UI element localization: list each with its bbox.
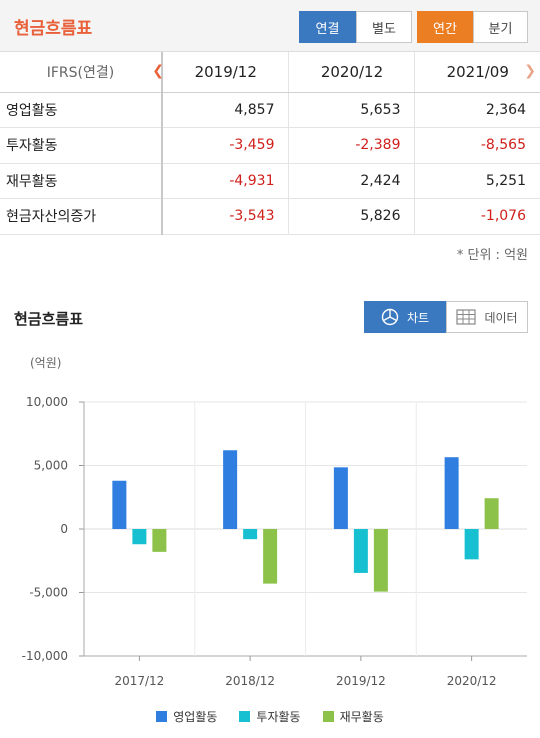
bar-investing	[464, 529, 479, 560]
table-cell: 2,364	[414, 92, 540, 128]
table-cell: -3,543	[162, 198, 290, 235]
row-label: 영업활동	[0, 92, 163, 128]
bar-operating	[444, 457, 459, 529]
table-col-header: 2019/12	[162, 52, 290, 93]
table-cell: -4,931	[162, 163, 290, 199]
table-col-header: 2020/12	[288, 52, 416, 93]
legend-item[interactable]: 영업활동	[156, 708, 217, 725]
table-row: 현금자산의증가 -3,543 5,826 -1,076	[0, 198, 540, 235]
table-cell: 2,424	[288, 163, 416, 199]
table-row: 영업활동 4,857 5,653 2,364	[0, 92, 540, 128]
bar-financing	[263, 529, 278, 584]
view-toggle: 차트 데이터	[364, 301, 528, 333]
period-toggle: 연간 분기	[417, 11, 528, 43]
legend-label: 영업활동	[173, 710, 218, 724]
x-tick-label: 2017/12	[114, 674, 164, 688]
row-label: 현금자산의증가	[0, 198, 163, 235]
table-cell: -3,459	[162, 127, 290, 164]
table-corner-label: IFRS(연결)	[46, 64, 115, 81]
y-tick-label: 10,000	[26, 395, 68, 409]
view-data-button[interactable]: 데이터	[446, 301, 528, 333]
bar-investing	[243, 529, 258, 540]
scope-consolidated-button[interactable]: 연결	[299, 11, 356, 43]
legend-item[interactable]: 투자활동	[239, 708, 301, 725]
cashflow-bar-chart: 10,000 5,000 0 -5,000 -10,000 2017/12 2018/12 2…	[22, 395, 527, 688]
chart-section-title: 현금흐름표	[14, 310, 84, 328]
legend-swatch	[322, 711, 334, 722]
period-annual-button[interactable]: 연간	[417, 11, 473, 43]
table-cell: -8,565	[414, 127, 540, 164]
y-tick-label: 0	[60, 522, 68, 536]
table-cell: 4,857	[162, 92, 290, 128]
table-col-header: 2021/09 ❯	[414, 52, 540, 93]
cashflow-table: IFRS(연결) ❮ 2019/12 2020/12 2021/09 ❯ 영업활…	[0, 52, 540, 235]
scope-separate-button[interactable]: 별도	[356, 11, 412, 43]
page-title: 현금흐름표	[14, 19, 93, 39]
legend-item[interactable]: 재무활동	[322, 708, 384, 725]
table-row: 투자활동 -3,459 -2,389 -8,565	[0, 127, 540, 164]
table-cell: 5,653	[288, 92, 416, 128]
row-label: 재무활동	[0, 163, 163, 199]
table-grid-icon	[456, 309, 477, 325]
legend-label: 재무활동	[339, 710, 384, 724]
bar-financing	[484, 498, 499, 529]
x-tick-label: 2020/12	[447, 674, 497, 688]
row-label: 투자활동	[0, 127, 163, 164]
table-cell: -1,076	[414, 198, 540, 235]
view-chart-button[interactable]: 차트	[364, 301, 446, 333]
chart-legend: 영업활동 투자활동 재무활동	[0, 708, 540, 725]
table-cell: -2,389	[288, 127, 416, 164]
prev-period-icon[interactable]: ❮	[152, 63, 164, 79]
legend-swatch	[156, 711, 168, 722]
legend-label: 투자활동	[256, 710, 301, 724]
view-chart-label: 차트	[406, 310, 430, 325]
x-tick-label: 2019/12	[336, 674, 386, 688]
y-tick-label: -10,000	[22, 649, 68, 663]
table-cell: 5,251	[414, 163, 540, 199]
bar-operating	[223, 450, 238, 529]
unit-note: * 단위 : 억원	[456, 248, 528, 263]
table-corner: IFRS(연결) ❮	[0, 52, 164, 93]
period-quarter-button[interactable]: 분기	[473, 11, 528, 43]
bar-operating	[333, 467, 348, 529]
bar-investing	[353, 529, 368, 573]
top-bar: 현금흐름표 연결 별도 연간 분기	[0, 0, 540, 52]
scope-toggle: 연결 별도	[299, 11, 412, 43]
view-data-label: 데이터	[484, 310, 518, 325]
legend-swatch	[239, 711, 251, 722]
table-col-header-label: 2021/09	[446, 62, 509, 81]
bar-financing	[373, 529, 388, 592]
bar-investing	[132, 529, 147, 545]
next-period-icon[interactable]: ❯	[524, 63, 536, 79]
y-axis-label: (억원)	[30, 356, 62, 370]
pie-chart-icon	[381, 308, 399, 326]
bar-financing	[152, 529, 167, 552]
y-tick-label: 5,000	[34, 459, 68, 473]
y-tick-label: -5,000	[29, 586, 68, 600]
x-tick-label: 2018/12	[225, 674, 275, 688]
table-row: 재무활동 -4,931 2,424 5,251	[0, 163, 540, 199]
table-cell: 5,826	[288, 198, 416, 235]
bar-operating	[112, 480, 127, 529]
